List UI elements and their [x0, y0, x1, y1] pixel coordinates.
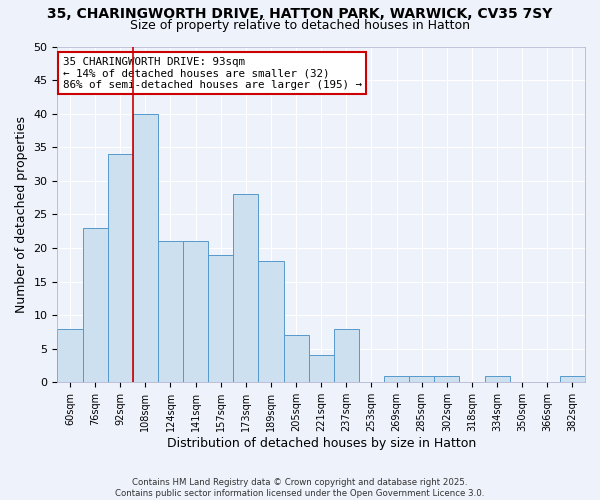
Bar [560, 376, 585, 382]
Bar [384, 376, 409, 382]
Bar [107, 154, 133, 382]
Bar [409, 376, 434, 382]
Text: Contains HM Land Registry data © Crown copyright and database right 2025.
Contai: Contains HM Land Registry data © Crown c… [115, 478, 485, 498]
Bar [233, 194, 259, 382]
Bar [485, 376, 509, 382]
Y-axis label: Number of detached properties: Number of detached properties [15, 116, 28, 313]
Bar [434, 376, 460, 382]
Bar [284, 336, 308, 382]
Bar [133, 114, 158, 382]
Text: 35, CHARINGWORTH DRIVE, HATTON PARK, WARWICK, CV35 7SY: 35, CHARINGWORTH DRIVE, HATTON PARK, WAR… [47, 8, 553, 22]
Text: Size of property relative to detached houses in Hatton: Size of property relative to detached ho… [130, 19, 470, 32]
Bar [183, 242, 208, 382]
Bar [158, 242, 183, 382]
Bar [334, 328, 359, 382]
Bar [259, 262, 284, 382]
Bar [58, 328, 83, 382]
Text: 35 CHARINGWORTH DRIVE: 93sqm
← 14% of detached houses are smaller (32)
86% of se: 35 CHARINGWORTH DRIVE: 93sqm ← 14% of de… [62, 56, 362, 90]
Bar [308, 356, 334, 382]
Bar [83, 228, 107, 382]
X-axis label: Distribution of detached houses by size in Hatton: Distribution of detached houses by size … [167, 437, 476, 450]
Bar [208, 254, 233, 382]
